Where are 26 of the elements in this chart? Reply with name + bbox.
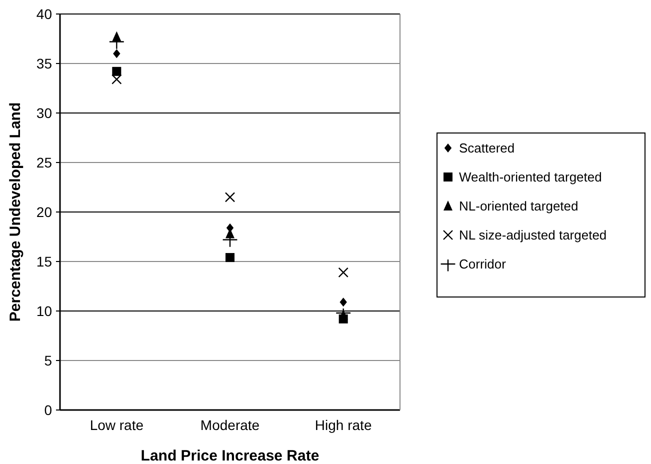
point bbox=[112, 74, 122, 84]
point bbox=[338, 267, 348, 278]
y-tick-label: 15 bbox=[36, 253, 52, 270]
y-tick-label: 5 bbox=[44, 352, 52, 368]
legend-label: Corridor bbox=[459, 256, 507, 272]
legend-label: NL size-adjusted targeted bbox=[459, 228, 607, 243]
y-tick-label: 0 bbox=[44, 402, 52, 418]
y-tick-label: 25 bbox=[36, 154, 52, 170]
legend-label: NL-oriented targeted bbox=[459, 198, 578, 214]
y-tick-label: 35 bbox=[36, 55, 52, 72]
point bbox=[112, 66, 122, 76]
y-tick-label: 40 bbox=[36, 6, 52, 22]
x-tick-label: High rate bbox=[314, 417, 372, 433]
y-tick-label: 20 bbox=[36, 204, 52, 220]
x-tick-label: Low rate bbox=[90, 417, 144, 433]
legend-label: Scattered bbox=[459, 140, 515, 156]
point bbox=[340, 298, 347, 307]
legend-label: Wealth-oriented targeted bbox=[459, 170, 602, 185]
y-tick-label: 10 bbox=[36, 302, 52, 319]
y-axis-title: Percentage Undeveloped Land bbox=[7, 102, 24, 322]
point bbox=[226, 253, 234, 262]
x-tick-label: Moderate bbox=[200, 417, 260, 433]
point bbox=[113, 49, 120, 58]
y-tick-label: 30 bbox=[36, 104, 52, 121]
point bbox=[224, 192, 236, 202]
x-axis-title: Land Price Increase Rate bbox=[140, 448, 320, 464]
